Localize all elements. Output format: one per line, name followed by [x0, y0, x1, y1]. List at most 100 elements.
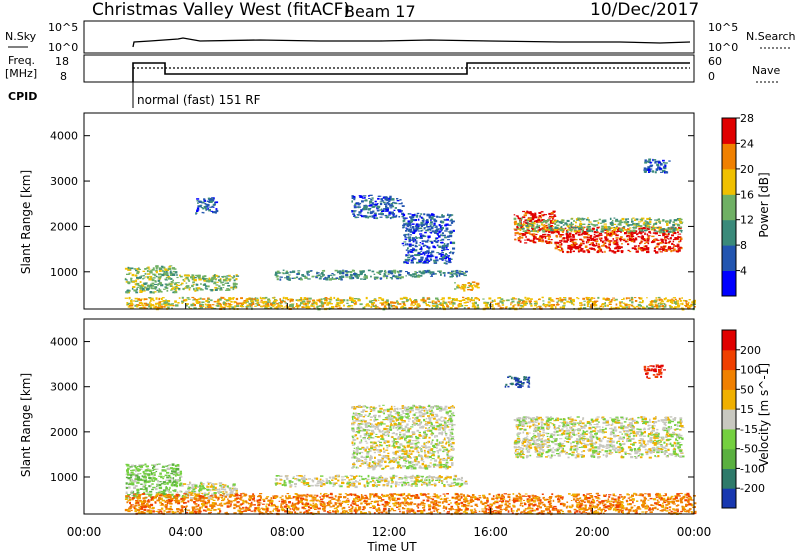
heatmap-cell	[591, 242, 594, 245]
heatmap-cell	[586, 230, 590, 232]
heatmap-cell	[550, 212, 554, 214]
heatmap-cell	[355, 481, 359, 483]
heatmap-cell	[208, 304, 212, 307]
heatmap-cell	[323, 480, 325, 482]
heatmap-cell	[673, 219, 678, 222]
heatmap-cell	[134, 304, 138, 307]
heatmap-cell	[377, 272, 381, 275]
heatmap-cell	[676, 306, 680, 308]
heatmap-cell	[156, 289, 158, 291]
heatmap-cell	[604, 232, 608, 234]
heatmap-cell	[656, 239, 660, 241]
heatmap-cell	[657, 166, 660, 169]
heatmap-cell	[404, 243, 407, 246]
heatmap-cell	[144, 476, 147, 479]
heatmap-cell	[158, 289, 162, 292]
heatmap-cell	[327, 275, 330, 278]
heatmap-cell	[579, 244, 583, 246]
heatmap-cell	[164, 505, 168, 508]
heatmap-cell	[434, 303, 438, 305]
heatmap-cell	[419, 253, 423, 255]
heatmap-cell	[162, 300, 166, 302]
heatmap-cell	[677, 248, 681, 250]
heatmap-cell	[155, 270, 158, 274]
heatmap-cell	[139, 465, 144, 468]
heatmap-cell	[151, 279, 155, 282]
heatmap-cell	[647, 236, 650, 239]
heatmap-cell	[537, 306, 540, 308]
heatmap-cell	[571, 223, 574, 226]
heatmap-cell	[517, 298, 520, 301]
heatmap-cell	[280, 276, 283, 278]
heatmap-cell	[155, 275, 158, 278]
heatmap-cell	[143, 479, 147, 483]
heatmap-cell	[656, 163, 659, 166]
heatmap-cell	[384, 208, 387, 211]
heatmap-cell	[256, 303, 259, 307]
heatmap-cell	[649, 165, 653, 168]
heatmap-cell	[243, 301, 247, 304]
heatmap-cell	[164, 474, 168, 477]
heatmap-cell	[409, 234, 412, 236]
heatmap-cell	[448, 216, 450, 219]
heatmap-cell	[349, 474, 353, 476]
heatmap-cell	[624, 304, 628, 306]
heatmap-cell	[450, 258, 453, 260]
heatmap-cell	[369, 194, 373, 196]
heatmap-cell	[513, 304, 517, 306]
heatmap-cell	[269, 306, 273, 309]
colorbar-segment	[722, 270, 736, 297]
heatmap-cell	[378, 297, 382, 299]
heatmap-cell	[261, 297, 264, 300]
heatmap-cell	[131, 473, 135, 476]
heatmap-cell	[449, 275, 451, 278]
heatmap-cell	[345, 276, 349, 278]
heatmap-cell	[193, 298, 196, 301]
heatmap-cell	[176, 284, 178, 286]
heatmap-cell	[672, 297, 676, 299]
heatmap-cell	[563, 302, 566, 305]
heatmap-cell	[607, 226, 611, 229]
heatmap-cell	[149, 291, 152, 294]
heatmap-cell	[604, 250, 606, 253]
heatmap-cell	[167, 276, 170, 278]
heatmap-cell	[599, 305, 602, 308]
heatmap-cell	[563, 297, 567, 298]
heatmap-cell	[218, 285, 221, 288]
heatmap-cell	[468, 285, 472, 287]
heatmap-cell	[200, 481, 202, 483]
heatmap-cell	[528, 225, 532, 227]
heatmap-cell	[618, 224, 622, 226]
heatmap-cell	[614, 247, 618, 250]
heatmap-cell	[385, 216, 389, 219]
heatmap-cell	[569, 248, 572, 250]
heatmap-cell	[460, 501, 464, 505]
heatmap-cell	[599, 249, 603, 252]
heatmap-cell	[215, 288, 218, 291]
heatmap-cell	[606, 230, 609, 233]
heatmap-cell	[220, 502, 223, 505]
heatmap-cell	[202, 212, 205, 214]
heatmap-cell	[609, 248, 611, 250]
heatmap-cell	[177, 302, 180, 304]
heatmap-cell	[662, 305, 664, 307]
heatmap-cell	[578, 227, 582, 230]
heatmap-cell	[489, 304, 491, 307]
heatmap-cell	[539, 212, 542, 214]
heatmap-cell	[401, 215, 404, 218]
heatmap-cell	[172, 474, 175, 476]
heatmap-cell	[446, 305, 449, 308]
heatmap-cell	[127, 486, 131, 489]
heatmap-cell	[618, 228, 622, 231]
heatmap-cell	[667, 496, 670, 499]
heatmap-cell	[662, 228, 666, 230]
heatmap-cell	[538, 305, 542, 307]
heatmap-cell	[187, 487, 191, 490]
heatmap-cell	[231, 276, 235, 279]
heatmap-cell	[403, 241, 407, 243]
heatmap-cell	[469, 298, 472, 301]
heatmap-cell	[416, 229, 419, 231]
heatmap-cell	[439, 270, 442, 272]
heatmap-cell	[554, 243, 558, 245]
heatmap-cell	[134, 297, 139, 300]
